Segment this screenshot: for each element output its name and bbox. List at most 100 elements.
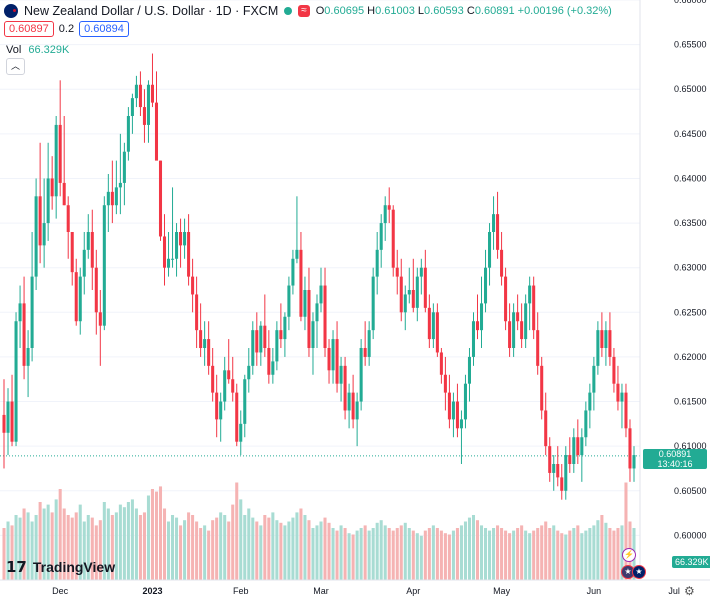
candle-body	[74, 272, 78, 322]
us-flag-icon[interactable]: ★	[621, 565, 635, 579]
candle-body	[279, 330, 283, 340]
volume-bar	[552, 525, 556, 580]
volume-bar	[146, 495, 150, 580]
candle-body	[588, 392, 592, 411]
volume-bar	[327, 522, 331, 580]
volume-bar	[207, 530, 211, 580]
candle-body	[287, 285, 291, 317]
candle-body	[484, 267, 488, 304]
volume-bar	[343, 528, 347, 580]
tradingview-logo[interactable]: 17 TradingView	[6, 558, 115, 576]
candle-body	[391, 209, 395, 268]
candle-body	[403, 294, 407, 313]
candle-body	[231, 379, 235, 393]
candle-body	[215, 392, 219, 420]
volume-bar	[66, 515, 70, 580]
candle-body	[106, 191, 110, 206]
volume-bar	[439, 530, 443, 580]
candle-body	[536, 330, 540, 366]
x-tick-label: Dec	[52, 586, 69, 596]
volume-bar	[540, 525, 544, 580]
volume-bar	[42, 508, 46, 580]
candle-body	[323, 285, 327, 348]
volume-bar	[98, 520, 102, 580]
volume-bar	[235, 482, 239, 580]
volume-bar	[375, 522, 379, 580]
volume-bar	[339, 525, 343, 580]
candle-body	[30, 276, 34, 348]
gear-icon[interactable]: ⚙	[684, 584, 695, 598]
candle-body	[488, 232, 492, 268]
spread-value: 0.2	[58, 23, 75, 35]
volume-bar	[102, 502, 106, 580]
symbol-title[interactable]: New Zealand Dollar / U.S. Dollar · 1D · …	[24, 4, 279, 18]
candle-body	[247, 365, 251, 380]
volume-bar	[255, 521, 259, 580]
volume-bar	[512, 530, 516, 580]
nz-flag-icon[interactable]: ★	[632, 565, 646, 579]
candle-body	[339, 365, 343, 384]
candle-body	[183, 232, 187, 246]
candle-body	[42, 223, 46, 246]
y-tick-label: 0.63000	[674, 263, 707, 273]
candle-body	[102, 205, 106, 326]
volume-bar	[596, 520, 600, 580]
volume-bar	[403, 522, 407, 580]
volume-bar	[259, 525, 263, 580]
candle-body	[86, 232, 90, 250]
y-tick-label: 0.61500	[674, 397, 707, 407]
volume-bar	[175, 517, 179, 580]
candle-body	[435, 312, 439, 353]
collapse-legend-button[interactable]: ︿	[6, 58, 25, 75]
candle-body	[343, 365, 347, 411]
candle-body	[564, 455, 568, 491]
sell-button[interactable]: 0.60897	[4, 21, 54, 37]
volume-bar	[118, 504, 122, 580]
lightning-icon[interactable]: ⚡	[622, 548, 636, 562]
candle-body	[130, 98, 134, 116]
volume-bar	[86, 515, 90, 580]
candle-body	[267, 348, 271, 375]
volume-bar	[371, 528, 375, 580]
volume-bar	[564, 534, 568, 580]
volume-bar	[548, 528, 552, 580]
volume-bar	[251, 517, 255, 580]
candle-body	[407, 290, 411, 295]
market-open-status-icon	[284, 7, 293, 15]
volume-bar	[82, 521, 86, 580]
volume-bar	[347, 533, 351, 580]
candle-body	[199, 330, 203, 348]
candle-body	[463, 383, 467, 420]
candle-body	[604, 330, 608, 348]
volume-bar	[475, 520, 480, 580]
candle-body	[78, 276, 82, 322]
volume-bar	[391, 530, 395, 580]
volume-bar	[355, 530, 359, 580]
candle-body	[592, 365, 596, 393]
volume-bar	[427, 528, 431, 580]
candle-body	[114, 187, 118, 206]
candle-body	[532, 285, 536, 331]
candle-body	[431, 312, 435, 340]
candle-body	[327, 348, 331, 371]
quote-row: 0.60897 0.2 0.60894	[4, 21, 129, 37]
volume-bar	[295, 512, 299, 580]
candle-body	[6, 401, 10, 433]
volume-bar	[584, 530, 588, 580]
candle-body	[243, 379, 247, 424]
y-tick-label: 0.64500	[674, 129, 707, 139]
volume-bar	[2, 528, 6, 580]
candle-body	[363, 348, 367, 357]
buy-button[interactable]: 0.60894	[79, 21, 129, 37]
candle-body	[299, 249, 303, 317]
volume-bars	[2, 482, 636, 580]
volume-bar	[496, 525, 500, 580]
volume-bar	[600, 515, 604, 580]
volume-label: Vol	[6, 44, 22, 56]
candle-body	[331, 339, 335, 371]
delay-badge: ≈	[298, 5, 310, 17]
volume-bar	[451, 530, 455, 580]
volume-bar	[106, 508, 110, 580]
volume-bar	[508, 533, 512, 580]
